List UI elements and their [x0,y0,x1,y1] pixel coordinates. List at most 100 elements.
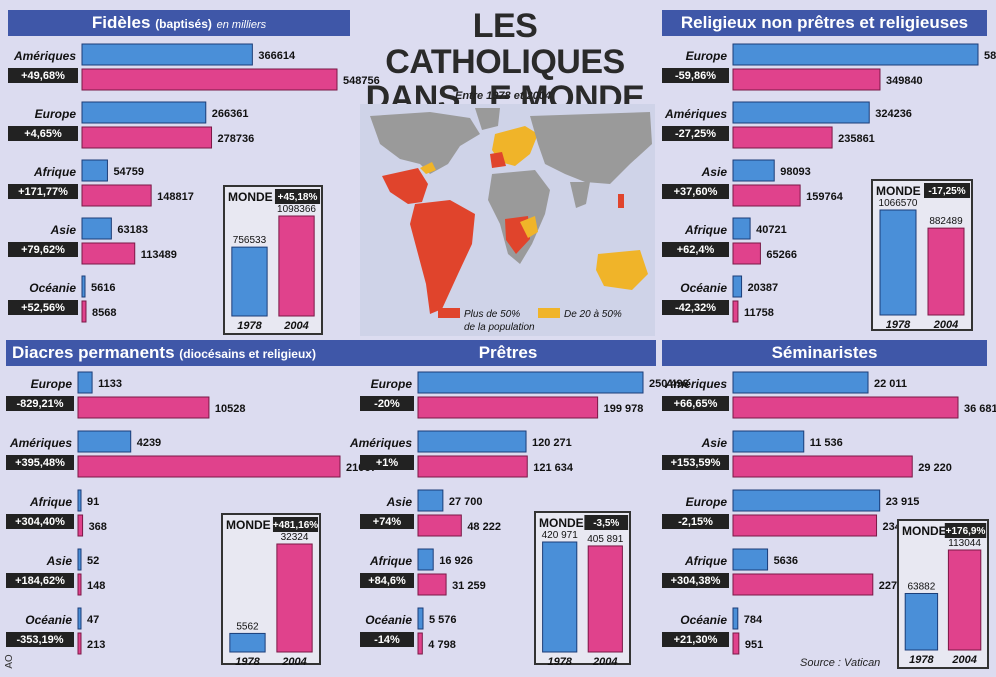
fideles-change-2: +171,77% [18,186,68,198]
diacres-region-label-2: Afrique [29,495,72,509]
religieux-value-1978-4: 20387 [748,282,779,294]
seminaristes-change-3: +304,38% [671,575,721,587]
fideles-bar-2004-3 [81,242,136,265]
pretres-bar-1978-2 [417,489,444,512]
map-south-america [410,200,475,314]
header-fideles-small: (baptisés) [155,17,212,31]
diacres-value-1978-2: 91 [87,496,99,508]
seminaristes-monde-bar-1978 [904,592,939,651]
pretres-change-badge-2 [360,514,414,529]
religieux-monde-value-1978: 1066570 [879,198,918,209]
religieux-monde-bar-1978 [879,209,917,316]
religieux-change-badge-2 [662,184,729,199]
fideles-change-3: +79,62% [21,244,65,256]
seminaristes-change-badge-1 [662,455,729,470]
seminaristes-change-0: +66,65% [674,398,718,410]
seminaristes-value-2004-0: 36 681 [964,403,996,415]
pretres-value-2004-4: 4 798 [428,639,456,651]
religieux-monde-year-1978: 1978 [886,319,911,331]
map-greenland [475,108,500,130]
fideles-bar-1978-3 [81,217,112,240]
world-map: Plus de 50% de la population De 20 à 50% [360,104,655,336]
seminaristes-bar-2004-2 [732,514,878,537]
pretres-region-label-4: Océanie [365,613,412,627]
fideles-change-1: +4,65% [24,128,62,140]
header-diacres: Diacres permanents (diocésains et religi… [6,340,360,366]
pretres-value-1978-4: 5 576 [429,614,457,626]
seminaristes-bar-1978-1 [732,430,805,453]
fideles-region-label-0: Amériques [13,49,76,63]
pretres-bar-1978-0 [417,371,644,394]
seminaristes-region-label-4: Océanie [680,613,727,627]
diacres-region-label-4: Océanie [25,613,72,627]
diacres-change-0: -829,21% [16,398,63,410]
map-australia [596,250,648,290]
map-africa [488,170,550,264]
seminaristes-bar-2004-1 [732,455,913,478]
header-diacres-small: (diocésains et religieux) [179,347,316,361]
diacres-bar-1978-0 [77,371,93,394]
diacres-change-1: +395,48% [15,457,65,469]
pretres-change-badge-4 [360,632,414,647]
seminaristes-monde-label: MONDE [902,524,947,538]
pretres-value-1978-1: 120 271 [532,437,572,449]
seminaristes-region-label-1: Asie [701,436,728,450]
diacres-region-label-1: Amériques [9,436,72,450]
religieux-monde-label: MONDE [876,184,921,198]
religieux-change-badge-4 [662,300,729,315]
map-legend-swatch-20-50 [538,308,560,318]
diacres-monde-bar-2004 [276,543,313,653]
fideles-region-label-2: Afrique [33,165,76,179]
fideles-change-badge-3 [8,242,78,257]
diacres-change-badge-0 [6,396,74,411]
pretres-bar-2004-2 [417,514,462,537]
diacres-change-badge-1 [6,455,74,470]
fideles-monde-change-badge [274,189,321,204]
pretres-change-badge-3 [360,573,414,588]
pretres-change-badge-1 [360,455,414,470]
religieux-bar-2004-2 [732,184,801,207]
map-asia [530,112,652,184]
diacres-region-label-3: Asie [46,554,73,568]
pretres-bar-1978-4 [417,607,424,630]
seminaristes-bar-2004-4 [732,632,740,655]
diacres-monde-year-2004: 2004 [281,656,306,668]
fideles-monde-bar-2004 [278,215,315,317]
pretres-monde-bar-1978 [542,541,578,653]
pretres-value-1978-3: 16 926 [439,555,473,567]
seminaristes-monde-year-2004: 2004 [951,654,976,666]
religieux-value-2004-1: 235861 [838,133,875,145]
diacres-value-2004-3: 148 [87,580,105,592]
religieux-value-1978-2: 98093 [780,166,811,178]
seminaristes-region-label-2: Europe [686,495,728,509]
seminaristes-monde-value-2004: 113044 [948,538,981,549]
religieux-change-0: -59,86% [675,70,716,82]
seminaristes-change-badge-4 [662,632,729,647]
religieux-monde-change: -17,25% [928,186,965,197]
diacres-value-1978-3: 52 [87,555,99,567]
religieux-monde-year-2004: 2004 [933,319,958,331]
pretres-bar-1978-1 [417,430,527,453]
diacres-monde-bar-1978 [229,632,266,653]
fideles-value-2004-2: 148817 [157,191,194,203]
fideles-bar-1978-1 [81,101,207,124]
religieux-value-2004-3: 65266 [766,249,797,261]
seminaristes-monde-change: +176,9% [946,526,986,537]
fideles-value-1978-0: 366614 [258,50,296,62]
seminaristes-region-label-0: Amériques [664,377,727,391]
pretres-monde-change-badge [584,515,629,530]
fideles-region-label-4: Océanie [29,281,76,295]
fideles-value-2004-0: 548756 [343,75,380,87]
diacres-value-2004-4: 213 [87,639,105,651]
subtitle: Entre 1978 et 2004 [455,90,552,102]
main-title-line1: LES CATHOLIQUES [385,7,625,81]
pretres-region-label-1: Amériques [349,436,412,450]
diacres-change-badge-4 [6,632,74,647]
seminaristes-bar-1978-2 [732,489,881,512]
diacres-bar-1978-2 [77,489,82,512]
fideles-monde-year-2004: 2004 [283,320,308,332]
diacres-bar-1978-1 [77,430,132,453]
religieux-value-2004-0: 349840 [886,75,923,87]
diacres-value-2004-2: 368 [89,521,107,533]
